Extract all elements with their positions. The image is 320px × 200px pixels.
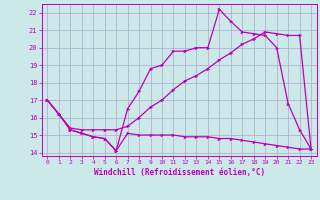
X-axis label: Windchill (Refroidissement éolien,°C): Windchill (Refroidissement éolien,°C) [94,168,265,177]
